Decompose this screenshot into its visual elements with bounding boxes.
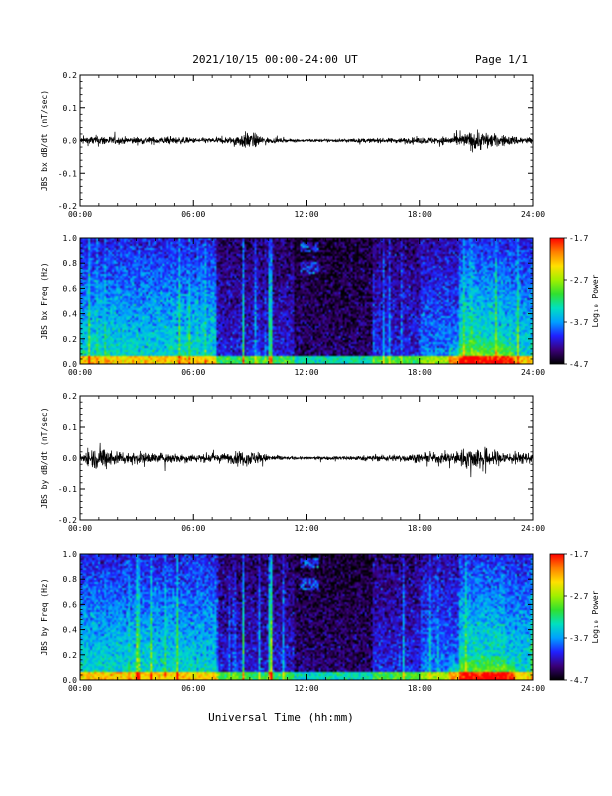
colorbar-label: Log₁₀ Power (591, 590, 600, 643)
y-tick-label: 0.1 (63, 104, 78, 113)
y-axis-label: JBS by Freq (Hz) (40, 578, 49, 655)
x-tick-label: 18:00 (408, 684, 432, 693)
x-tick-label: 24:00 (521, 684, 545, 693)
colorbar-tick-label: -1.7 (569, 550, 588, 559)
x-tick-label: 24:00 (521, 524, 545, 533)
x-tick-label: 18:00 (408, 210, 432, 219)
x-axis-label: Universal Time (hh:mm) (208, 711, 354, 724)
panel-1: 00:00 06:00 12:00 18:00 24:00 0.2 0.1 0.0 -0.1 -0… (40, 71, 545, 219)
colorbar-tick-label: -4.7 (569, 676, 588, 685)
x-tick-label: 12:00 (294, 210, 318, 219)
y-tick-label: 0.6 (63, 600, 78, 609)
y-tick-label: 0.0 (63, 137, 78, 146)
x-tick-label: 06:00 (181, 684, 205, 693)
x-tick-label: 00:00 (68, 524, 92, 533)
y-tick-label: 0.1 (63, 423, 78, 432)
y-tick-label: 0.8 (63, 259, 78, 268)
page-number: Page 1/1 (475, 53, 528, 66)
colorbar (549, 553, 565, 681)
x-tick-label: 00:00 (68, 684, 92, 693)
y-tick-label: 0.4 (63, 626, 78, 635)
y-tick-label: 0.2 (63, 651, 78, 660)
y-tick-label: -0.1 (58, 169, 77, 178)
figure-title: 2021/10/15 00:00-24:00 UT (192, 53, 358, 66)
colorbar-tick-label: -3.7 (569, 318, 588, 327)
y-tick-label: 0.4 (63, 310, 78, 319)
colorbar-tick-label: -1.7 (569, 234, 588, 243)
colorbar-tick-label: -3.7 (569, 634, 588, 643)
panel-2: -1.7 -2.7 -3.7 -4.7 Log₁₀ Power 00:00 06:00 12:… (40, 234, 600, 377)
x-tick-label: 12:00 (294, 524, 318, 533)
y-tick-label: 0.2 (63, 335, 78, 344)
x-tick-label: 12:00 (294, 684, 318, 693)
y-tick-label: 0.0 (63, 360, 78, 369)
y-tick-label: 0.2 (63, 71, 78, 80)
y-tick-label: -0.1 (58, 485, 77, 494)
panel-4: -1.7 -2.7 -3.7 -4.7 Log₁₀ Power 00:00 06:00 12:… (40, 550, 600, 693)
y-tick-label: 0.6 (63, 284, 78, 293)
spectrogram-image (80, 554, 533, 680)
x-tick-label: 24:00 (521, 368, 545, 377)
y-tick-label: 0.0 (63, 454, 78, 463)
x-tick-label: 06:00 (181, 210, 205, 219)
y-tick-label: 0.0 (63, 676, 78, 685)
colorbar-tick-label: -4.7 (569, 360, 588, 369)
waveform-series (79, 442, 534, 478)
y-tick-label: 0.2 (63, 392, 78, 401)
y-tick-label: 1.0 (63, 550, 78, 559)
colorbar-tick-label: -2.7 (569, 592, 588, 601)
x-tick-label: 06:00 (181, 368, 205, 377)
panels-group: 00:00 06:00 12:00 18:00 24:00 0.2 0.1 0.0 -0.1 -0… (40, 71, 600, 693)
y-axis-label: JBS by dB/dt (nT/sec) (40, 407, 49, 508)
y-axis-label: JBS bx Freq (Hz) (40, 262, 49, 339)
x-tick-label: 00:00 (68, 368, 92, 377)
colorbar-label: Log₁₀ Power (591, 274, 600, 327)
y-tick-label: -0.2 (58, 202, 77, 211)
colorbar (549, 237, 565, 365)
y-tick-label: 0.8 (63, 575, 78, 584)
x-tick-label: 00:00 (68, 210, 92, 219)
x-tick-label: 18:00 (408, 524, 432, 533)
y-tick-label: 1.0 (63, 234, 78, 243)
x-tick-label: 24:00 (521, 210, 545, 219)
x-tick-label: 18:00 (408, 368, 432, 377)
colorbar-tick-label: -2.7 (569, 276, 588, 285)
y-axis-label: JBS bx dB/dt (nT/sec) (40, 90, 49, 191)
spectrogram-image (80, 238, 533, 364)
waveform-series (79, 129, 534, 153)
x-tick-label: 06:00 (181, 524, 205, 533)
y-tick-label: -0.2 (58, 516, 77, 525)
x-tick-label: 12:00 (294, 368, 318, 377)
panel-3: 00:00 06:00 12:00 18:00 24:00 0.2 0.1 0.0 -0.1 -0… (40, 392, 545, 533)
